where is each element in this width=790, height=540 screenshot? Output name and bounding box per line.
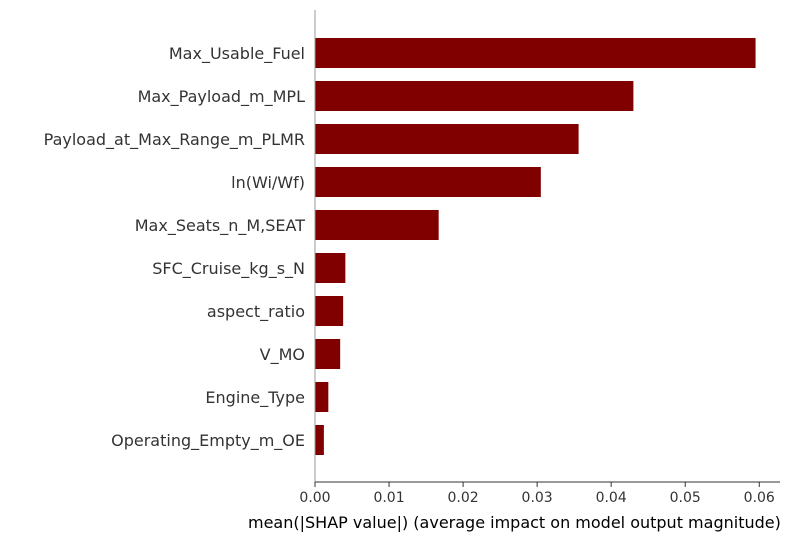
x-axis-title: mean(|SHAP value|) (average impact on mo… xyxy=(248,513,781,532)
x-tick-label-1: 0.01 xyxy=(373,490,404,506)
x-tick-label-4: 0.04 xyxy=(596,490,627,506)
category-label-7: V_MO xyxy=(260,345,305,365)
bar-0 xyxy=(315,38,756,68)
bar-6 xyxy=(315,296,344,326)
bar-9 xyxy=(315,425,324,455)
category-label-5: SFC_Cruise_kg_s_N xyxy=(152,259,305,279)
category-label-1: Max_Payload_m_MPL xyxy=(138,87,306,107)
category-label-0: Max_Usable_Fuel xyxy=(169,44,305,64)
category-label-9: Operating_Empty_m_OE xyxy=(111,431,305,451)
x-ticks: 0.00 0.01 0.02 0.03 0.04 0.05 0.06 xyxy=(299,482,775,506)
category-label-2: Payload_at_Max_Range_m_PLMR xyxy=(44,130,305,150)
x-tick-label-3: 0.03 xyxy=(522,490,553,506)
x-tick-label-0: 0.00 xyxy=(299,490,330,506)
category-label-6: aspect_ratio xyxy=(207,302,305,322)
category-label-3: ln(Wi/Wf) xyxy=(231,173,305,192)
bar-4 xyxy=(315,210,439,240)
category-labels: Max_Usable_Fuel Max_Payload_m_MPL Payload_… xyxy=(44,44,306,451)
category-label-4: Max_Seats_n_M,SEAT xyxy=(135,216,305,236)
bar-1 xyxy=(315,81,634,111)
bar-2 xyxy=(315,124,579,154)
x-tick-label-5: 0.05 xyxy=(670,490,701,506)
bar-8 xyxy=(315,382,329,412)
bars-group xyxy=(315,38,756,455)
bar-5 xyxy=(315,253,346,283)
x-tick-label-2: 0.02 xyxy=(448,490,479,506)
bar-7 xyxy=(315,339,341,369)
x-tick-label-6: 0.06 xyxy=(744,490,775,506)
category-label-8: Engine_Type xyxy=(205,388,305,408)
bar-3 xyxy=(315,167,541,197)
